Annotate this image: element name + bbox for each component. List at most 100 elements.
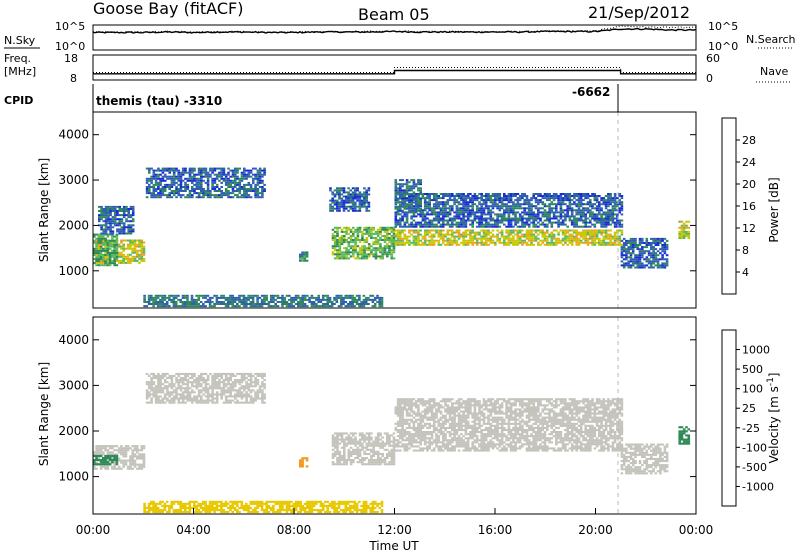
heatmap-cell-3 (122, 208, 126, 210)
heatmap-cell-10 (161, 303, 164, 305)
heatmap-cell-10 (245, 298, 248, 301)
heatmap-cell-10 (367, 298, 370, 301)
heatmap-cell-2 (252, 181, 255, 184)
heatmap-cell-7 (405, 217, 409, 220)
heatmap-cell-0 (120, 251, 123, 254)
heatmap-cell-2 (209, 167, 212, 170)
heatmap-cell-6 (573, 231, 576, 234)
heatmap-cell-2 (172, 167, 176, 170)
heatmap-cell-7 (448, 197, 452, 200)
heatmap-cell-7 (507, 213, 511, 216)
heatmap-cell-7 (527, 225, 531, 228)
heatmap-cell-10 (188, 301, 192, 303)
heatmap-cell-7 (541, 197, 545, 200)
heatmap-cell-0 (108, 445, 112, 448)
heatmap-cell-2 (215, 374, 219, 377)
heatmap-cell-6 (595, 237, 599, 240)
heatmap-cell-10 (265, 303, 268, 305)
heatmap-cell-2 (220, 177, 223, 180)
heatmap-cell-6 (593, 243, 597, 246)
heatmap-cell-7 (484, 207, 488, 210)
heatmap-cell-3 (129, 232, 133, 235)
heatmap-cell-2 (247, 183, 251, 186)
heatmap-cell-5 (340, 189, 344, 192)
heatmap-cell-2 (256, 179, 260, 182)
heatmap-cell-4 (388, 232, 391, 235)
heatmap-cell-10 (349, 294, 352, 297)
heatmap-cell-10 (256, 296, 259, 299)
heatmap-cell-5 (367, 201, 371, 204)
heatmap-cell-4 (379, 226, 382, 229)
heatmap-cell-10 (231, 298, 234, 301)
heatmap-cell-10 (251, 294, 255, 297)
heatmap-cell-2 (161, 179, 165, 182)
heatmap-cell-7 (460, 219, 463, 222)
heatmap-cell-10 (233, 298, 237, 301)
heatmap-cell-10 (265, 294, 268, 297)
heatmap-cell-2 (200, 192, 203, 195)
heatmap-cell-2 (186, 389, 190, 392)
heatmap-cell-4 (388, 249, 391, 252)
heatmap-cell-4 (370, 226, 373, 229)
heatmap-cell-0 (133, 463, 137, 466)
heatmap-cell-7 (598, 217, 601, 220)
heatmap-cell-7 (586, 197, 590, 200)
heatmap-cell-5 (347, 187, 350, 190)
heatmap-cell-10 (197, 296, 201, 299)
heatmap-cell-0 (140, 249, 144, 252)
heatmap-cell-10 (206, 301, 210, 303)
heatmap-cell-0 (124, 455, 128, 458)
heatmap-cell-6 (417, 241, 420, 244)
heatmap-cell-2 (179, 190, 183, 192)
heatmap-cell-2 (211, 167, 214, 170)
heatmap-cell-6 (399, 243, 402, 246)
heatmap-cell-9 (625, 264, 628, 267)
heatmap-cell-2 (227, 190, 230, 192)
heatmap-cell-0 (124, 461, 128, 464)
heatmap-cell-8 (399, 183, 402, 186)
heatmap-cell-6 (521, 239, 524, 242)
heatmap-cell-3 (129, 205, 133, 208)
heatmap-cell-4 (347, 232, 351, 235)
heatmap-cell-2 (229, 183, 232, 186)
heatmap-cell-9 (625, 239, 628, 242)
power-y-tick-label: 4000 (58, 128, 89, 142)
heatmap-cell-4 (374, 230, 378, 233)
heatmap-cell-2 (224, 181, 228, 184)
heatmap-cell-7 (582, 209, 585, 212)
heatmap-cell-10 (172, 301, 176, 303)
heatmap-cell-6 (555, 241, 558, 244)
heatmap-cell-4 (363, 228, 366, 231)
heatmap-cell-4 (358, 253, 362, 256)
heatmap-cell-5 (354, 197, 357, 200)
heatmap-cell-7 (607, 213, 610, 216)
heatmap-cell-10 (297, 294, 300, 297)
heatmap-cell-7 (546, 195, 549, 197)
heatmap-cell-7 (475, 197, 479, 200)
heatmap-cell-2 (204, 167, 208, 170)
heatmap-cell-7 (548, 217, 551, 220)
heatmap-cell-0 (138, 249, 141, 252)
heatmap-cell-4 (390, 230, 394, 233)
heatmap-cell-2 (238, 401, 242, 404)
heatmap-cell-2 (177, 379, 180, 382)
heatmap-cell-2 (159, 385, 162, 388)
heatmap-cell-6 (512, 243, 515, 246)
heatmap-cell-7 (475, 207, 479, 210)
heatmap-cell-7 (412, 195, 416, 197)
heatmap-cell-2 (200, 175, 203, 178)
heatmap-cell-2 (197, 377, 201, 380)
heatmap-cell-2 (234, 183, 237, 186)
heatmap-cell-7 (448, 223, 452, 226)
heatmap-cell-9 (627, 248, 630, 251)
heatmap-cell-6 (428, 239, 431, 242)
heatmap-cell-10 (247, 303, 250, 305)
heatmap-cell-9 (652, 239, 655, 242)
heatmap-cell-1 (95, 258, 98, 261)
heatmap-cell-7 (423, 213, 427, 216)
heatmap-cell-7 (498, 205, 502, 208)
heatmap-cell-7 (421, 197, 425, 200)
heatmap-cell-6 (586, 237, 590, 240)
heatmap-cell-6 (559, 241, 563, 244)
heatmap-cell-9 (647, 244, 651, 246)
